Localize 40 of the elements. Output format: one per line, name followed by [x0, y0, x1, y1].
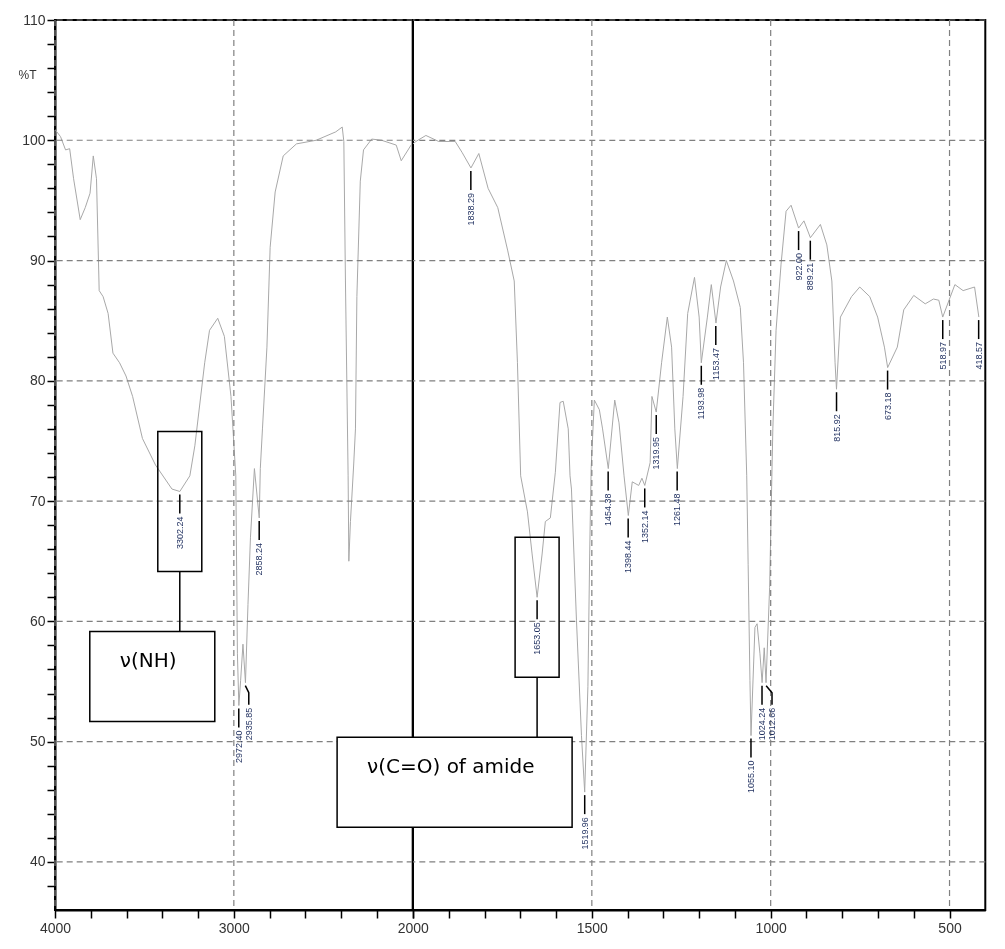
annotation: 1024.24 — [756, 707, 767, 741]
y-tick-label: 50 — [29, 733, 46, 750]
annotation: 815.92 — [831, 414, 842, 442]
annotation: 1012.66 — [766, 707, 777, 741]
x-tick-label: 3000 — [218, 920, 251, 937]
annotation: 2972.40 — [233, 730, 244, 764]
annotation: 1261.48 — [671, 493, 682, 527]
y-tick-label: 90 — [29, 252, 46, 269]
x-tick-label: 1500 — [576, 920, 608, 937]
annotation: 418.57 — [973, 342, 984, 370]
annotation: 1454.38 — [602, 493, 613, 527]
annotation: 1153.47 — [710, 348, 721, 380]
annotation: 1352.14 — [639, 510, 650, 543]
annotation: 673.18 — [882, 392, 893, 421]
annotation: 1398.44 — [622, 540, 633, 573]
x-tick-label: 2000 — [397, 920, 429, 937]
y-tick-label: 110 — [23, 11, 46, 28]
annotation: ν(NH) — [119, 648, 177, 673]
annotation: 1519.96 — [579, 817, 590, 850]
x-tick-label: 4000 — [39, 920, 72, 937]
x-tick-label: 1000 — [755, 920, 787, 937]
annotation: 922.00 — [793, 253, 804, 281]
x-tick-label: 500 — [938, 920, 962, 937]
annotation: 1838.29 — [465, 192, 476, 226]
y-tick-label: 100 — [22, 131, 46, 148]
annotation: 889.21 — [805, 262, 815, 291]
annotation: 3302.24 — [174, 516, 185, 549]
annotation: 2858.24 — [254, 542, 265, 576]
annotation: 1193.98 — [695, 387, 706, 420]
y-axis-title: %T — [18, 67, 38, 82]
annotation: ν(C=O) of amide — [366, 754, 535, 779]
y-tick-label: 80 — [29, 372, 46, 389]
annotation: 1653.05 — [531, 622, 542, 655]
annotation: 1055.10 — [745, 760, 756, 794]
annotation: 518.97 — [937, 342, 948, 370]
y-tick-label: 60 — [29, 612, 46, 629]
y-tick-label: 40 — [29, 853, 46, 870]
annotation: 1319.95 — [650, 437, 661, 470]
y-tick-label: 70 — [29, 492, 46, 509]
annotation: 2935.85 — [243, 707, 254, 741]
